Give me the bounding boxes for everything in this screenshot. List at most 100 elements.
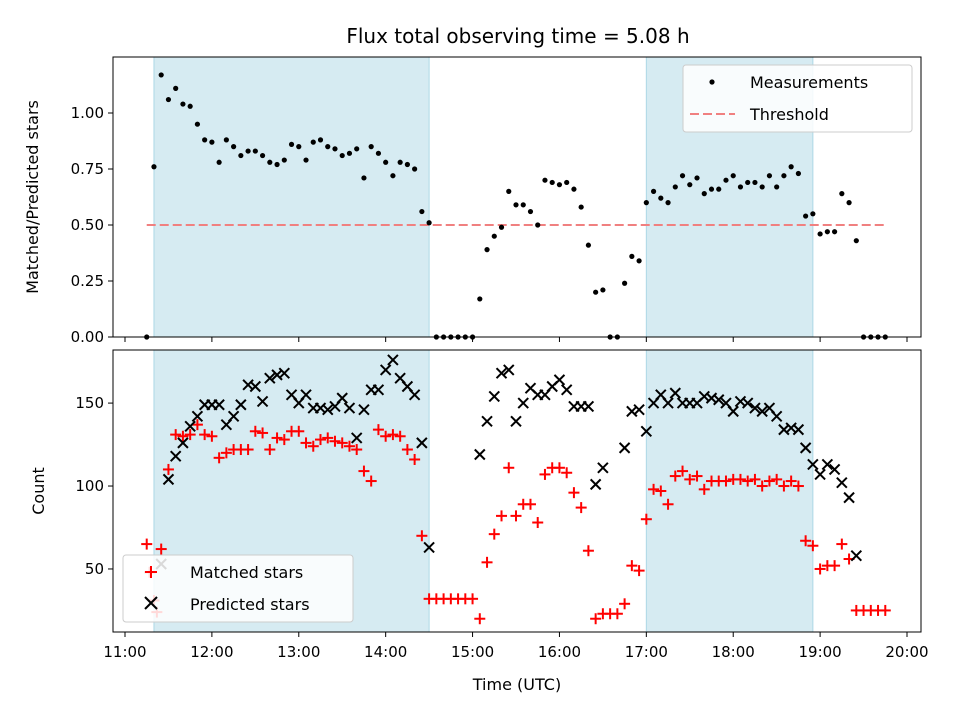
measurement-point [274, 161, 280, 168]
measurement-point [506, 188, 512, 194]
matched-point [792, 480, 804, 492]
measurement-point [513, 202, 519, 208]
matched-point [300, 437, 312, 449]
bottom-plot-frame [112, 349, 922, 633]
measurement-point [556, 182, 563, 188]
measurement-point [831, 229, 838, 235]
matched-point [734, 473, 746, 485]
measurement-point [694, 175, 700, 181]
matched-point [380, 430, 392, 442]
measurement-point [730, 173, 736, 179]
matched-point [698, 483, 710, 495]
predicted-point [177, 437, 189, 449]
predicted-point [828, 463, 841, 476]
matched-point [199, 429, 211, 441]
measurement-point [650, 188, 657, 194]
matched-point [785, 475, 797, 487]
matched-point [619, 598, 631, 610]
matched-point [879, 604, 891, 616]
measurement-point [231, 144, 237, 150]
matched-point [336, 437, 348, 449]
predicted-point [560, 384, 573, 396]
y-tick-label: 150 [75, 394, 104, 412]
measurement-point [759, 184, 765, 190]
measurement-point [527, 208, 534, 215]
matched-point [807, 540, 819, 552]
shaded-interval-2 [645, 349, 814, 633]
matched-point [553, 462, 565, 474]
matched-point [401, 444, 413, 456]
predicted-point [336, 392, 348, 404]
x-tick-label: 18:00 [712, 643, 755, 661]
measurement-point [817, 231, 823, 237]
predicted-point [474, 448, 486, 461]
measurement-point [672, 184, 678, 190]
predicted-point [416, 437, 428, 449]
matched-point [271, 432, 283, 444]
bottom-y-label: Count [29, 467, 48, 515]
measurement-point [679, 173, 686, 179]
predicted-point [503, 364, 515, 376]
measurement-point [368, 144, 374, 150]
bottom-x-axis: 11:00 12:00 13:00 14:00 15:00 16:00 17:00 18:00… [103, 632, 929, 661]
predicted-point [481, 415, 493, 428]
predicted-point [582, 400, 595, 413]
matched-point [206, 430, 218, 442]
top-legend: Measurements Threshold [682, 64, 913, 133]
matched-point [372, 424, 384, 436]
predicted-point [597, 462, 609, 474]
matched-point [307, 440, 319, 452]
y-tick-label: 0.50 [71, 216, 104, 234]
matched-point [677, 465, 689, 477]
matched-point [503, 462, 515, 474]
measurement-point [665, 200, 671, 206]
predicted-point [227, 410, 240, 423]
matched-point [684, 473, 696, 485]
measurement-point [781, 173, 787, 179]
matched-point [756, 480, 768, 492]
measurement-point [535, 222, 541, 228]
measurement-point [853, 238, 859, 244]
measurement-point [846, 200, 852, 206]
predicted-point [249, 380, 262, 393]
predicted-point [372, 384, 385, 396]
measurement-point [491, 233, 497, 239]
x-tick-label: 11:00 [103, 643, 146, 661]
matched-point [220, 447, 232, 459]
measurement-point [484, 247, 490, 253]
bottom-legend: Matched stars Predicted stars [122, 554, 354, 623]
predicted-point [836, 476, 848, 489]
matched-point [467, 593, 479, 605]
measurement-point [578, 204, 584, 210]
measurement-point [788, 164, 794, 170]
matched-point [170, 429, 182, 441]
matched-point [329, 435, 341, 447]
matched-point [141, 538, 153, 550]
bottom-x-label: Time (UTC) [472, 675, 561, 694]
measurement-point [737, 184, 744, 190]
matched-point [749, 473, 761, 485]
predicted-point [807, 458, 819, 471]
measurement-point [375, 150, 382, 156]
measurement-point [390, 173, 396, 179]
measurement-point [151, 164, 157, 170]
predicted-point [510, 415, 522, 428]
measurement-point [310, 139, 316, 145]
matched-point [488, 528, 500, 540]
predicted-point [770, 410, 783, 423]
chart-title: Flux total observing time = 5.08 h [346, 24, 689, 48]
measurement-point [593, 289, 599, 295]
y-tick-label: 0.25 [71, 272, 104, 290]
matched-point [691, 470, 703, 482]
x-tick-label: 13:00 [277, 643, 320, 661]
measurement-point [245, 148, 251, 154]
matched-point [626, 560, 638, 572]
predicted-point [821, 458, 834, 471]
measurement-point [412, 166, 418, 172]
measurement-point [824, 229, 830, 235]
predicted-point [843, 491, 855, 504]
matched-point [358, 465, 370, 477]
x-tick-label: 17:00 [625, 643, 668, 661]
y-tick-label: 50 [85, 560, 104, 578]
measurement-point [194, 121, 201, 127]
